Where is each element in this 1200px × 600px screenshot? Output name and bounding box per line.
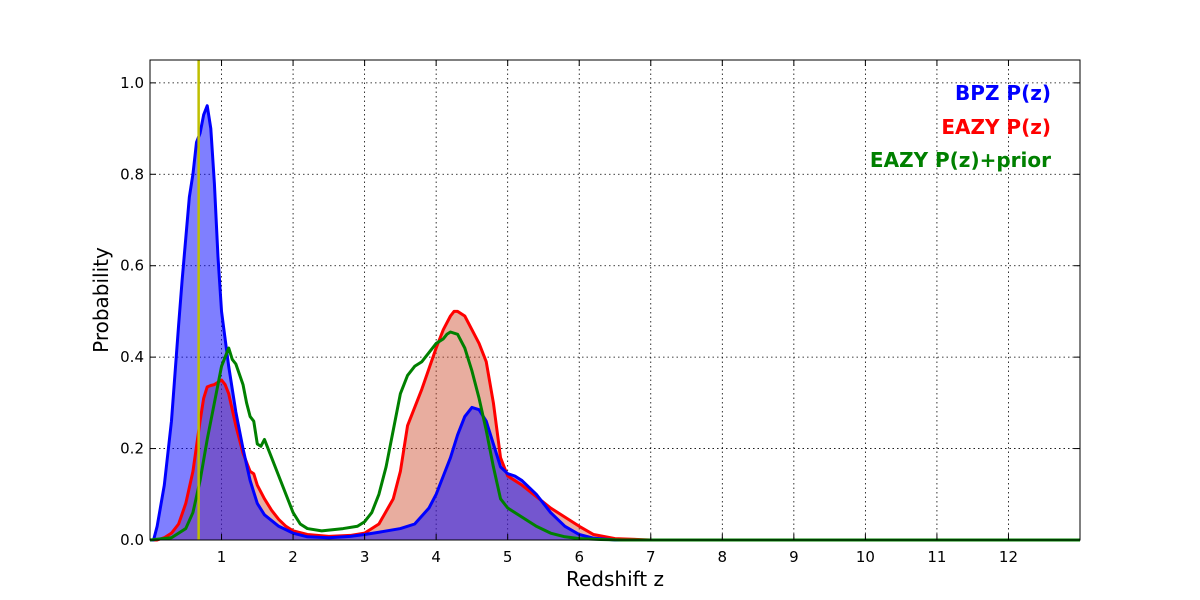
y-tick-label: 0.2 <box>120 440 144 458</box>
x-tick-label: 9 <box>789 548 799 566</box>
x-axis-label: Redshift z <box>566 567 664 591</box>
y-tick-label: 0.6 <box>120 257 144 275</box>
series-fills <box>150 105 1080 540</box>
x-tick-label: 3 <box>360 548 370 566</box>
legend: BPZ P(z) EAZY P(z) EAZY P(z)+prior <box>870 81 1051 172</box>
y-axis-label: Probability <box>89 247 113 353</box>
y-tick-label: 0.0 <box>120 531 144 549</box>
legend-entry-bpz: BPZ P(z) <box>955 81 1051 105</box>
legend-entry-eazy: EAZY P(z) <box>941 115 1051 139</box>
legend-entry-eazy-prior: EAZY P(z)+prior <box>870 148 1051 172</box>
x-tick-label: 11 <box>927 548 946 566</box>
x-tick-label: 2 <box>288 548 298 566</box>
series-line-eazy-prior <box>149 330 1080 542</box>
x-tick-label: 12 <box>999 548 1018 566</box>
y-tick-label: 0.4 <box>120 348 144 366</box>
x-tick-label: 8 <box>718 548 728 566</box>
x-tick-label: 10 <box>856 548 875 566</box>
x-tick-label: 4 <box>431 548 441 566</box>
x-tick-label: 5 <box>503 548 513 566</box>
y-tick-label: 0.8 <box>120 165 144 183</box>
series-lines <box>149 104 1080 542</box>
y-tick-label: 1.0 <box>120 74 144 92</box>
axis-ticks: 1 2 3 4 5 6 7 8 9 10 11 120.00.20.40.60.81.0 <box>120 60 1080 566</box>
x-tick-label: 6 <box>574 548 584 566</box>
plot-background <box>150 60 1080 540</box>
series-line-bpz <box>150 104 1080 542</box>
plot-frame <box>149 59 1081 541</box>
series-fill-bpz <box>150 105 1080 540</box>
x-tick-label: 7 <box>646 548 656 566</box>
x-tick-label: 1 <box>217 548 227 566</box>
